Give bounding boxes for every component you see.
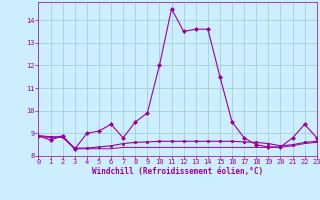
X-axis label: Windchill (Refroidissement éolien,°C): Windchill (Refroidissement éolien,°C) xyxy=(92,167,263,176)
